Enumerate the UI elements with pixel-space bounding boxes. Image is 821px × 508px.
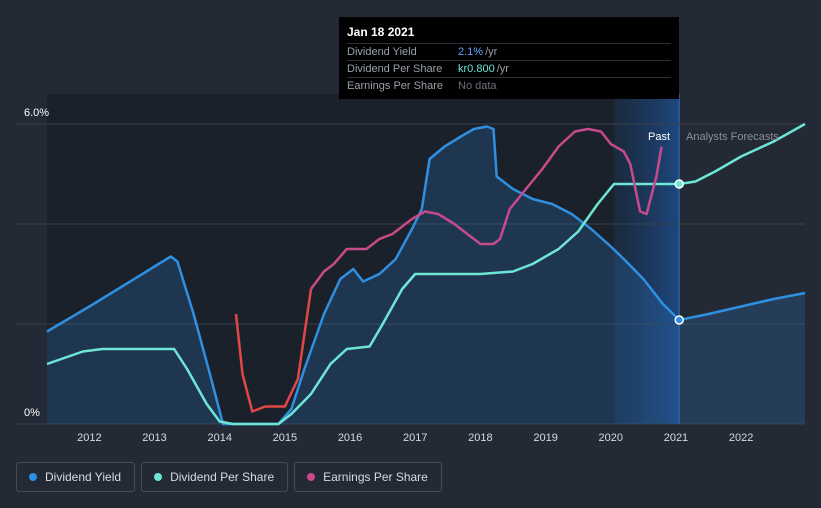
tooltip-date: Jan 18 2021 <box>347 25 415 39</box>
past-label: Past <box>648 131 670 143</box>
tooltip-row-earnings-per-share: Earnings Per Share No data <box>347 77 671 94</box>
tooltip: Jan 18 2021 Dividend Yield 2.1% /yr Divi… <box>339 17 679 99</box>
legend-dot <box>154 473 163 481</box>
dividend-per-share-marker <box>674 179 684 189</box>
tooltip-unit: /yr <box>485 46 498 58</box>
x-tick-label: 2014 <box>207 432 231 444</box>
y-tick-label: 6.0% <box>24 107 49 119</box>
tooltip-value: kr0.800 <box>458 63 495 75</box>
x-tick-label: 2019 <box>533 432 557 444</box>
tooltip-unit: /yr <box>496 63 509 75</box>
earnings-per-share-line-negative <box>234 288 313 413</box>
x-tick-label: 2016 <box>338 432 362 444</box>
x-tick-label: 2021 <box>664 432 688 444</box>
legend: Dividend Yield Dividend Per Share Earnin… <box>16 462 442 492</box>
dividend-per-share-line <box>46 122 806 426</box>
legend-label: Dividend Yield <box>45 470 122 484</box>
x-tick-label: 2012 <box>77 432 101 444</box>
legend-dot <box>29 473 37 481</box>
tooltip-label: Earnings Per Share <box>347 80 443 92</box>
x-tick-label: 2015 <box>273 432 297 444</box>
tooltip-value: No data <box>458 80 497 92</box>
tooltip-row-dividend-per-share: Dividend Per Share kr0.800 /yr <box>347 60 671 77</box>
x-tick-label: 2018 <box>468 432 492 444</box>
legend-dot <box>307 473 316 481</box>
legend-item-dividend-per-share[interactable]: Dividend Per Share <box>141 462 289 492</box>
x-tick-label: 2022 <box>729 432 753 444</box>
tooltip-label: Dividend Yield <box>347 46 417 58</box>
legend-item-earnings-per-share[interactable]: Earnings Per Share <box>294 462 442 492</box>
dividend-yield-line <box>46 125 806 426</box>
x-tick-label: 2017 <box>403 432 427 444</box>
tooltip-value: 2.1% <box>458 46 484 58</box>
past-region <box>47 94 680 424</box>
legend-label: Dividend Per Share <box>170 470 275 484</box>
forecast-label: Analysts Forecasts <box>686 131 779 143</box>
x-tick-label: 2013 <box>142 432 166 444</box>
tooltip-row-dividend-yield: Dividend Yield 2.1% /yr <box>347 43 671 60</box>
dividend-yield-marker <box>674 315 684 325</box>
earnings-per-share-line <box>309 127 663 290</box>
y-tick-label: 0% <box>24 407 40 419</box>
legend-item-dividend-yield[interactable]: Dividend Yield <box>16 462 136 492</box>
x-tick-label: 2020 <box>599 432 623 444</box>
tooltip-label: Dividend Per Share <box>347 63 443 75</box>
legend-label: Earnings Per Share <box>323 470 428 484</box>
